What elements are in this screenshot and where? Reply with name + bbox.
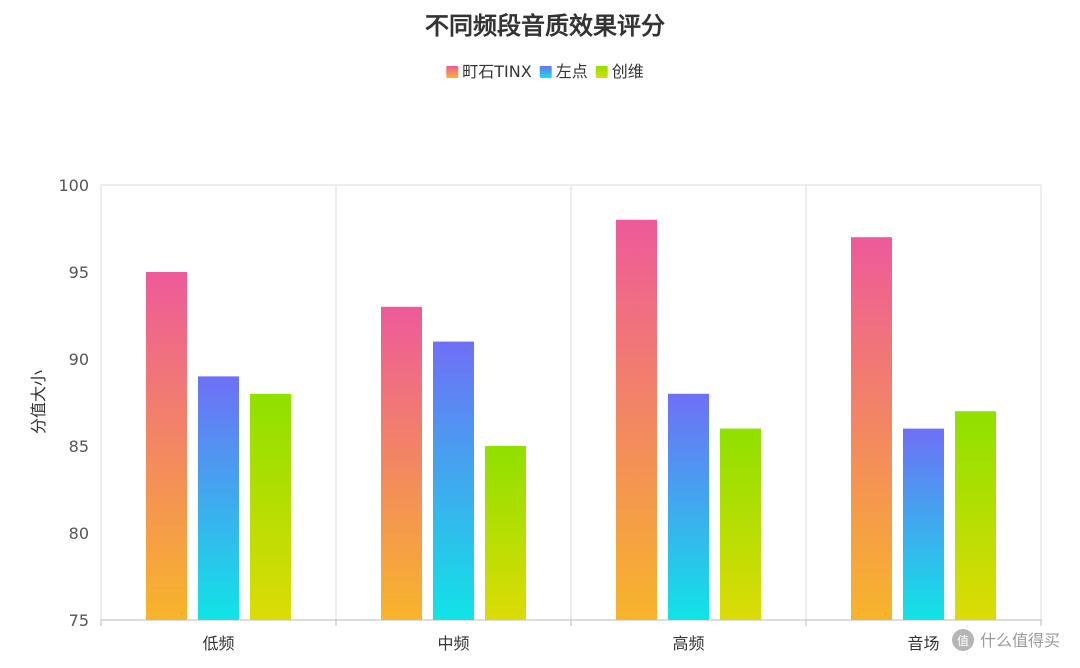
x-tick-label: 中频	[437, 634, 469, 653]
watermark: 值 什么值得买	[952, 629, 1060, 651]
bar-高频-创维	[720, 428, 761, 620]
legend-swatch-icon	[539, 66, 552, 78]
x-tick-label: 音场	[907, 634, 939, 653]
bar-高频-町石TINX	[616, 219, 657, 621]
bar-中频-町石TINX	[381, 306, 422, 620]
bar-中频-左点	[433, 341, 474, 620]
watermark-logo-char: 值	[957, 633, 969, 648]
legend: 町石TINX 左点 创维	[446, 62, 644, 81]
bar-低频-创维	[250, 393, 291, 620]
legend-label: 创维	[612, 62, 644, 81]
bar-音场-町石TINX	[851, 237, 892, 620]
y-tick-label: 80	[69, 524, 89, 543]
watermark-text: 什么值得买	[980, 631, 1060, 650]
x-tick-label: 低频	[202, 634, 234, 653]
y-tick-label: 75	[69, 611, 89, 630]
y-tick-label: 85	[69, 437, 89, 456]
legend-label: 左点	[556, 62, 588, 81]
legend-label: 町石TINX	[462, 62, 531, 81]
x-axis-labels: 低频 中频 高频 音场	[202, 634, 939, 653]
watermark-logo-icon	[952, 629, 974, 651]
y-axis-ticks: 75 80 85 90 95 100	[58, 176, 89, 630]
legend-item[interactable]: 创维	[595, 62, 644, 81]
y-tick-label: 100	[58, 176, 89, 195]
y-tick-label: 90	[69, 350, 89, 369]
y-axis-label: 分值大小	[29, 370, 48, 434]
x-tick-label: 高频	[672, 634, 704, 653]
legend-item[interactable]: 町石TINX	[446, 62, 532, 81]
plot-frame	[100, 184, 1042, 626]
bar-高频-左点	[668, 393, 709, 620]
bar-音场-创维	[955, 411, 996, 620]
bar-中频-创维	[485, 446, 526, 620]
bar-音场-左点	[903, 428, 944, 620]
legend-swatch-icon	[595, 66, 608, 78]
legend-item[interactable]: 左点	[539, 62, 588, 81]
legend-swatch-icon	[446, 66, 459, 78]
bar-低频-町石TINX	[146, 272, 187, 620]
bar-低频-左点	[198, 376, 239, 620]
chart-title: 不同频段音质效果评分	[425, 12, 665, 40]
bars	[146, 219, 996, 621]
y-tick-label: 95	[69, 263, 89, 282]
